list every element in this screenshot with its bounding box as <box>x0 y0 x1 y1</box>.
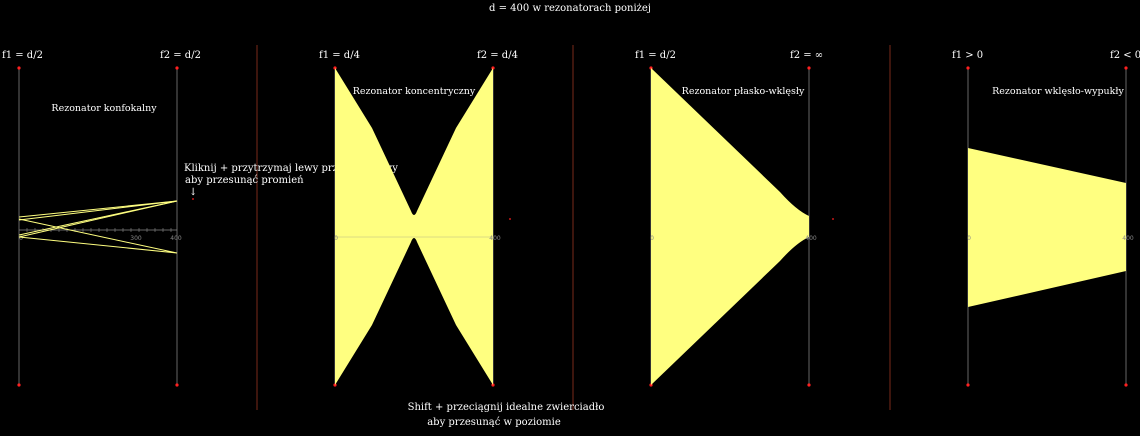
axis-label-end: 400 <box>489 235 501 242</box>
ray-handle[interactable] <box>832 218 834 220</box>
footer-text-line1: Shift + przeciągnij idealne zwierciadło <box>408 402 605 413</box>
ray-path[interactable] <box>18 200 178 254</box>
mirror-endpoint <box>1124 66 1128 70</box>
mirror-endpoint <box>807 383 811 387</box>
axis-label-start: 0 <box>650 235 654 242</box>
axis-label-start: 0 <box>967 235 971 242</box>
hint-text-line2: aby przesunąć promień <box>185 175 304 186</box>
hint-arrow: ↓ <box>189 187 197 198</box>
mirror-endpoint <box>966 66 970 70</box>
mirror-endpoint <box>17 383 21 387</box>
ray-handle[interactable] <box>509 218 511 220</box>
panel-plano-concave[interactable]: f1 = d/2 f2 = ∞ Rezonator płasko-wklęsły… <box>635 50 834 387</box>
panel-confocal[interactable]: f1 = d/2 f2 = d/2 Rezonator konfokalny 0… <box>2 50 398 387</box>
f2-label: f2 = d/2 <box>160 50 201 61</box>
ray-handle[interactable] <box>192 198 194 200</box>
mirror-endpoint <box>17 66 21 70</box>
mirror-endpoint <box>966 383 970 387</box>
axis-label-start: 0 <box>19 235 23 242</box>
f2-label: f2 = d/4 <box>477 50 518 61</box>
f1-label: f1 = d/2 <box>635 50 676 61</box>
beam-envelope <box>335 68 493 385</box>
panel-title: Rezonator wklęsło-wypukły <box>992 86 1124 97</box>
panel-title: Rezonator koncentryczny <box>353 86 476 97</box>
mirror-endpoint <box>807 66 811 70</box>
f1-label: f1 > 0 <box>952 50 983 61</box>
ray-path[interactable] <box>18 200 178 236</box>
footer-text-line2: aby przesunąć w poziomie <box>427 417 561 428</box>
panel-concentric[interactable]: f1 = d/4 f2 = d/4 Rezonator koncentryczn… <box>319 50 518 387</box>
mirror-endpoint <box>175 66 179 70</box>
f2-label: f2 = ∞ <box>790 50 823 61</box>
beam-envelope <box>651 68 809 385</box>
f2-label: f2 < 0 <box>1110 50 1140 61</box>
axis-label-mid: 300 <box>130 235 142 242</box>
f1-label: f1 = d/2 <box>2 50 43 61</box>
hint-text-line1: Kliknij + przytrzymaj lewy przycisk mysz… <box>184 163 398 174</box>
panel-concave-convex[interactable]: f1 > 0 f2 < 0 Rezonator wklęsło-wypukły … <box>952 50 1140 387</box>
mirror-endpoint <box>1124 383 1128 387</box>
panel-title: Rezonator konfokalny <box>51 103 157 114</box>
axis-label-end: 400 <box>1122 235 1134 242</box>
panel-title: Rezonator płasko-wklęsły <box>682 86 805 97</box>
axis-label-end: 400 <box>170 235 182 242</box>
beam-envelope <box>968 148 1126 307</box>
axis-label-start: 0 <box>334 235 338 242</box>
mirror-endpoint <box>175 383 179 387</box>
f1-label: f1 = d/4 <box>319 50 360 61</box>
header-text: d = 400 w rezonatorach poniżej <box>489 3 651 14</box>
axis-label-end: 400 <box>805 235 817 242</box>
